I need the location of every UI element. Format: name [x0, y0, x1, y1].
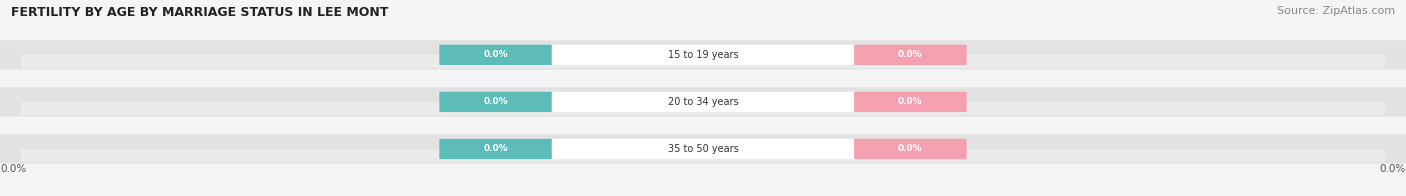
Text: 15 to 19 years: 15 to 19 years [668, 50, 738, 60]
Text: 0.0%: 0.0% [898, 97, 922, 106]
Text: 20 to 34 years: 20 to 34 years [668, 97, 738, 107]
FancyBboxPatch shape [439, 92, 551, 112]
Text: 0.0%: 0.0% [0, 164, 27, 174]
Text: 0.0%: 0.0% [484, 97, 508, 106]
Text: 0.0%: 0.0% [484, 50, 508, 59]
FancyBboxPatch shape [551, 92, 855, 112]
Text: Source: ZipAtlas.com: Source: ZipAtlas.com [1277, 6, 1395, 16]
FancyBboxPatch shape [439, 139, 551, 159]
FancyBboxPatch shape [21, 55, 1385, 68]
Text: FERTILITY BY AGE BY MARRIAGE STATUS IN LEE MONT: FERTILITY BY AGE BY MARRIAGE STATUS IN L… [11, 6, 388, 19]
FancyBboxPatch shape [551, 139, 855, 159]
Text: 0.0%: 0.0% [898, 50, 922, 59]
FancyBboxPatch shape [551, 45, 855, 65]
Text: 35 to 50 years: 35 to 50 years [668, 144, 738, 154]
FancyBboxPatch shape [21, 149, 1385, 162]
FancyBboxPatch shape [855, 139, 967, 159]
Text: 0.0%: 0.0% [1379, 164, 1406, 174]
FancyBboxPatch shape [855, 45, 967, 65]
Text: 0.0%: 0.0% [898, 144, 922, 153]
FancyBboxPatch shape [0, 134, 1406, 163]
Text: 0.0%: 0.0% [484, 144, 508, 153]
FancyBboxPatch shape [21, 102, 1385, 115]
FancyBboxPatch shape [0, 40, 1406, 69]
FancyBboxPatch shape [0, 87, 1406, 116]
FancyBboxPatch shape [855, 92, 967, 112]
FancyBboxPatch shape [439, 45, 551, 65]
